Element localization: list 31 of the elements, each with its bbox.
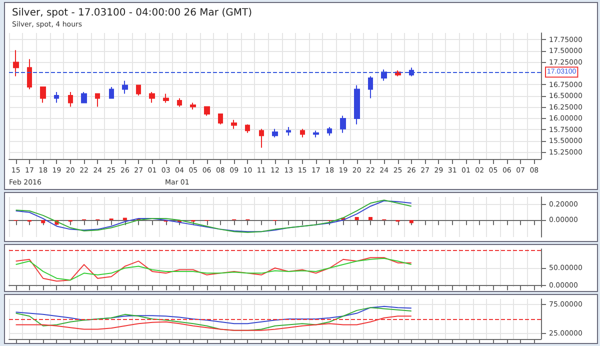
candlestick <box>368 76 373 99</box>
candlestick <box>81 91 87 104</box>
candlestick <box>204 106 210 116</box>
candlestick <box>177 98 182 108</box>
candlestick <box>27 58 32 90</box>
candlestick <box>163 93 169 104</box>
candlestick <box>354 84 360 125</box>
candlestick <box>340 115 346 134</box>
line-series <box>15 306 412 324</box>
chart-title: Silver, spot - 17.03100 - 04:00:00 26 Mar (GMT) <box>12 8 252 18</box>
candlestick <box>68 91 73 108</box>
candlestick <box>313 130 319 138</box>
candlestick <box>109 86 114 99</box>
candlestick <box>218 114 223 125</box>
candlestick <box>122 80 128 94</box>
line-series <box>15 307 412 331</box>
candlestick <box>327 126 332 136</box>
candlestick <box>272 128 278 138</box>
candlestick <box>286 126 291 136</box>
candlestick <box>54 91 59 104</box>
candlestick <box>149 91 155 104</box>
candlestick <box>13 50 19 77</box>
candlestick <box>231 119 237 130</box>
candlestick <box>136 84 141 96</box>
candlestick <box>300 128 305 138</box>
candlestick <box>245 124 250 134</box>
candlestick <box>381 68 387 82</box>
candlestick <box>95 93 100 108</box>
candlestick <box>259 128 264 148</box>
candlestick <box>190 102 196 110</box>
candlestick <box>40 86 46 104</box>
